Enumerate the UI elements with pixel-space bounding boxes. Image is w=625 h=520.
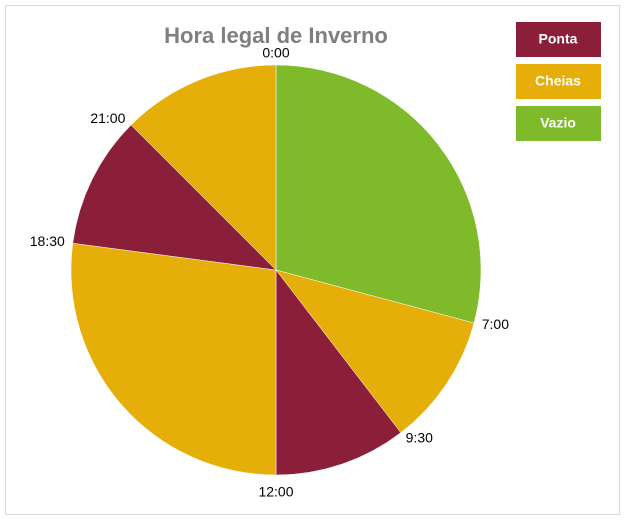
legend-swatch [516, 106, 601, 141]
legend-label: Vazio [540, 115, 576, 131]
time-label: 0:00 [262, 45, 289, 61]
time-label: 18:30 [30, 233, 65, 249]
pie-slice [275, 64, 482, 324]
pie-slice [130, 64, 277, 271]
legend-swatch [516, 64, 601, 99]
time-label: 9:30 [406, 430, 433, 446]
pie-slice [275, 269, 475, 433]
time-label: 21:00 [90, 110, 125, 126]
legend-swatch [516, 22, 601, 57]
pie-slice [275, 269, 402, 476]
chart-title: Hora legal de Inverno [164, 23, 388, 48]
time-label: 7:00 [482, 316, 509, 332]
time-label: 12:00 [258, 484, 293, 500]
legend-label: Ponta [539, 31, 578, 47]
pie-slice [72, 124, 277, 271]
pie-slice [70, 242, 277, 476]
legend-label: Cheias [535, 73, 581, 89]
